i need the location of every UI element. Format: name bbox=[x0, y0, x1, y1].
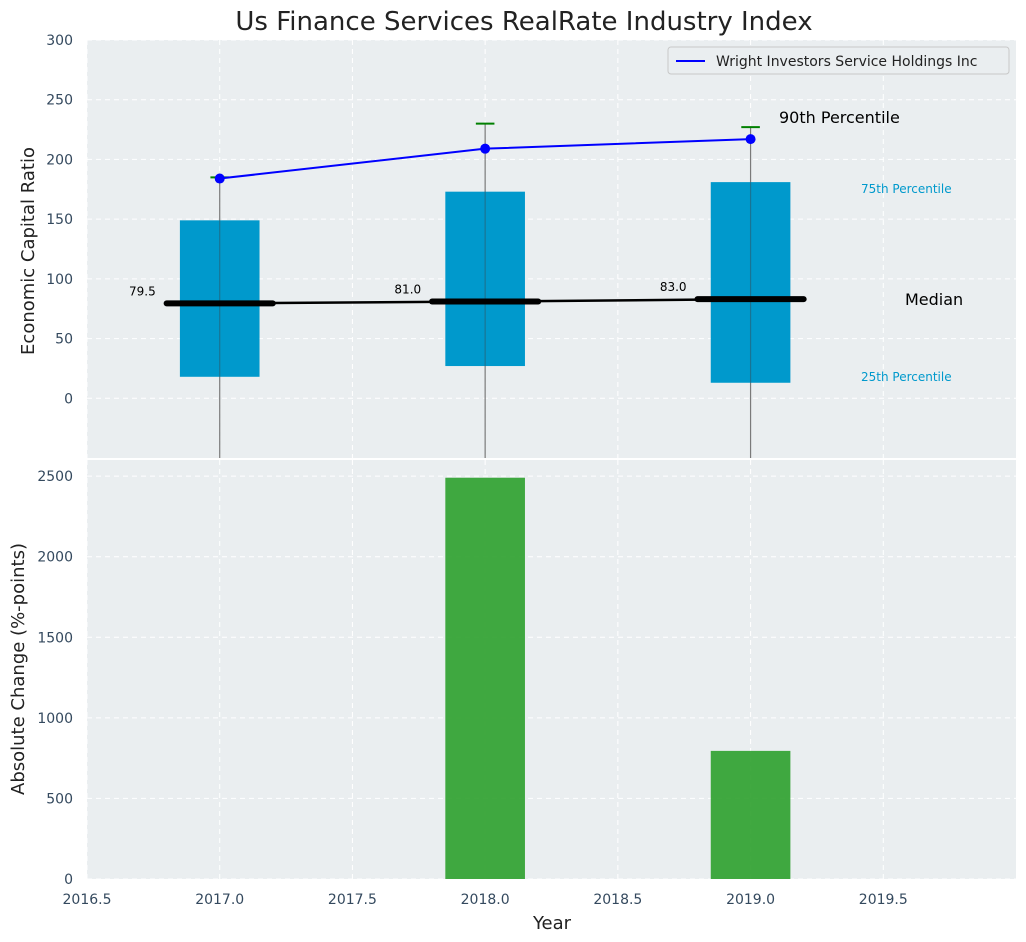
company-series-point bbox=[214, 173, 225, 184]
x-tick-label: 2019.0 bbox=[726, 892, 775, 908]
annotation-75th-percentile: 75th Percentile bbox=[861, 182, 952, 196]
x-axis-label: Year bbox=[532, 913, 572, 934]
company-series-point bbox=[745, 134, 756, 145]
bottom-y-tick-label: 1500 bbox=[37, 630, 73, 646]
change-bar bbox=[445, 477, 525, 879]
chart-title: Us Finance Services RealRate Industry In… bbox=[235, 7, 812, 37]
top-y-axis-label: Economic Capital Ratio bbox=[18, 147, 39, 355]
annotation-median: Median bbox=[905, 290, 963, 309]
top-y-tick-label: 50 bbox=[55, 332, 73, 348]
top-y-tick-label: 200 bbox=[46, 152, 73, 168]
bottom-plot-background bbox=[87, 460, 1016, 879]
top-panel: 0 50 100 150 200 250 300 79.5 81.0 83.0 Us Finan… bbox=[18, 7, 1016, 458]
top-y-ticks: 0 50 100 150 200 250 300 bbox=[46, 33, 73, 407]
median-value-label: 81.0 bbox=[394, 283, 421, 297]
bottom-y-ticks: 0 500 1000 1500 2000 2500 bbox=[37, 469, 73, 888]
legend-box bbox=[667, 46, 1010, 75]
top-marks: 79.5 81.0 83.0 bbox=[129, 122, 807, 458]
x-tick-label: 2017.0 bbox=[195, 892, 244, 908]
top-y-tick-label: 100 bbox=[46, 272, 73, 288]
bottom-y-tick-label: 2500 bbox=[37, 469, 73, 485]
top-y-tick-label: 250 bbox=[46, 93, 73, 109]
annotation-25th-percentile: 25th Percentile bbox=[861, 370, 952, 384]
bottom-bars bbox=[445, 477, 791, 879]
legend-entry-company: Wright Investors Service Holdings Inc bbox=[716, 54, 977, 70]
legend: Wright Investors Service Holdings Inc bbox=[667, 46, 1010, 75]
bottom-y-tick-label: 1000 bbox=[37, 711, 73, 727]
x-tick-label: 2016.5 bbox=[63, 892, 112, 908]
bottom-y-tick-label: 2000 bbox=[37, 550, 73, 566]
top-y-tick-label: 150 bbox=[46, 212, 73, 228]
bottom-y-tick-label: 0 bbox=[64, 872, 73, 888]
bottom-y-tick-label: 500 bbox=[46, 791, 73, 807]
x-tick-label: 2018.5 bbox=[593, 892, 642, 908]
median-value-label: 83.0 bbox=[660, 280, 687, 294]
top-y-tick-label: 0 bbox=[64, 391, 73, 407]
x-tick-label: 2019.5 bbox=[859, 892, 908, 908]
change-bar bbox=[710, 750, 791, 879]
annotation-90th-percentile: 90th Percentile bbox=[779, 108, 900, 127]
bottom-y-axis-label: Absolute Change (%-points) bbox=[8, 543, 29, 795]
bottom-x-ticks: 2016.5 2017.0 2017.5 2018.0 2018.5 2019.0 2019… bbox=[63, 892, 908, 908]
company-series-point bbox=[480, 143, 491, 154]
top-y-tick-label: 300 bbox=[46, 33, 73, 49]
median-line bbox=[219, 297, 751, 305]
x-tick-label: 2017.5 bbox=[328, 892, 377, 908]
median-value-label: 79.5 bbox=[129, 284, 156, 298]
x-tick-label: 2018.0 bbox=[461, 892, 510, 908]
